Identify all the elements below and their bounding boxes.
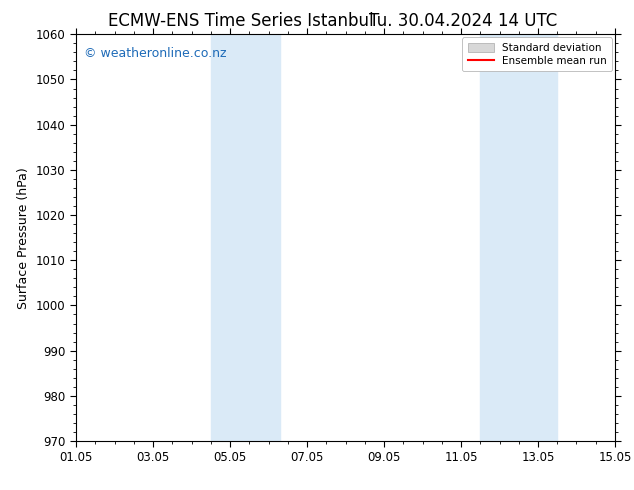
Bar [210,34,280,441]
Y-axis label: Surface Pressure (hPa): Surface Pressure (hPa) [17,167,30,309]
Text: © weatheronline.co.nz: © weatheronline.co.nz [84,47,227,59]
Text: Tu. 30.04.2024 14 UTC: Tu. 30.04.2024 14 UTC [369,12,557,30]
Bar [480,34,557,441]
Legend: Standard deviation, Ensemble mean run: Standard deviation, Ensemble mean run [462,37,612,72]
Text: ECMW-ENS Time Series Istanbul: ECMW-ENS Time Series Istanbul [108,12,373,30]
